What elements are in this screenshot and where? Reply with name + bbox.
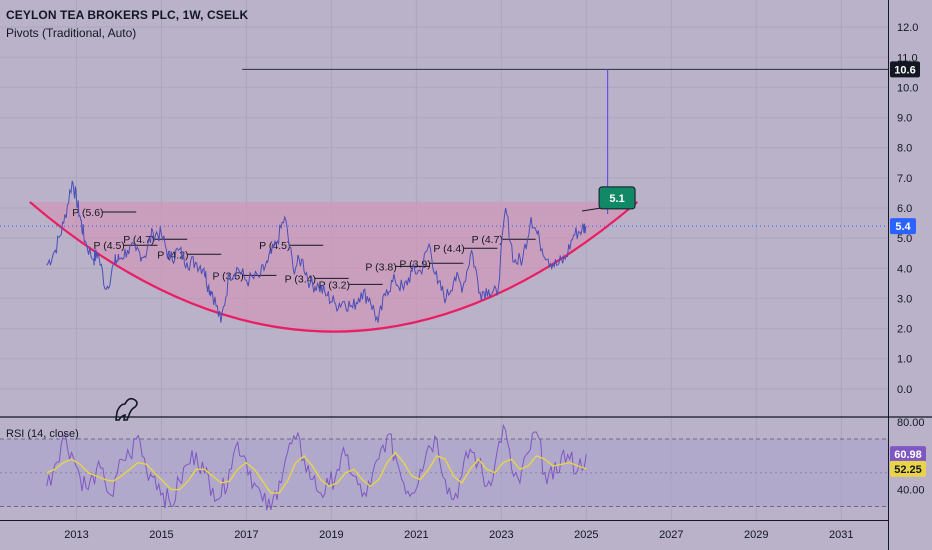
- y-tick-label: 1.0: [897, 354, 912, 366]
- breakout-callout-box: [598, 186, 636, 210]
- y-tick-label: 3.0: [897, 293, 912, 305]
- rsi-value-tag-label: 52.25: [894, 464, 922, 476]
- y-tick-label: 0.0: [897, 384, 912, 396]
- y-tick-label: 4.0: [897, 263, 912, 275]
- last-price-tag-label: 5.4: [895, 221, 911, 233]
- rsi-pane: [0, 416, 932, 511]
- last-price-tag: [890, 218, 916, 235]
- target-price-tag: [890, 61, 920, 78]
- rsi-value-tag-label: 60.98: [894, 449, 922, 461]
- pivot-label: P (4.5): [259, 240, 290, 252]
- x-tick-label: 2027: [659, 529, 683, 541]
- pivots-indicator-label[interactable]: Pivots (Traditional, Auto): [6, 26, 137, 40]
- rsi-tick-label: 80.00: [897, 417, 925, 429]
- pivot-label: P (3.2): [319, 279, 350, 291]
- y-tick-label: 5.0: [897, 233, 912, 245]
- y-tick-label: 11.0: [897, 52, 918, 64]
- target-price-tag-label: 10.6: [894, 64, 915, 76]
- breakout-callout-label: 5.1: [609, 193, 624, 205]
- y-tick-label: 9.0: [897, 113, 912, 125]
- pivot-label: P (3.8): [365, 261, 396, 273]
- price-series-line: [46, 180, 587, 323]
- x-tick-label: 2017: [234, 529, 258, 541]
- x-tick-label: 2013: [64, 529, 88, 541]
- tradingview-logo: [115, 397, 138, 421]
- y-tick-label: 12.0: [897, 22, 918, 34]
- x-tick-label: 2031: [829, 529, 853, 541]
- rsi-tick-label: 40.00: [897, 485, 925, 497]
- x-tick-label: 2025: [574, 529, 598, 541]
- chart-title: CEYLON TEA BROKERS PLC, 1W, CSELK: [6, 8, 249, 22]
- rsi-value-tag: [890, 460, 926, 477]
- x-tick-label: 2021: [404, 529, 428, 541]
- pivot-label: P (4.7): [472, 234, 503, 246]
- rsi-indicator-label[interactable]: RSI (14, close): [6, 428, 79, 440]
- pivot-label: P (5.6): [72, 207, 103, 219]
- y-tick-label: 2.0: [897, 324, 912, 336]
- x-tick-label: 2015: [149, 529, 173, 541]
- pivot-label: P (4.5): [93, 240, 124, 252]
- dino-logo-icon: [115, 397, 138, 421]
- x-tick-label: 2023: [489, 529, 513, 541]
- pivot-label: P (4.7): [123, 234, 154, 246]
- rsi-value-tag: [890, 446, 926, 463]
- cup-shading: [29, 201, 638, 332]
- x-tick-label: 2029: [744, 529, 768, 541]
- y-tick-label: 6.0: [897, 203, 912, 215]
- pivot-label: P (4.2): [157, 249, 188, 261]
- y-tick-label: 10.0: [897, 82, 918, 94]
- rsi-line: [46, 423, 587, 511]
- y-tick-label: 7.0: [897, 173, 912, 185]
- pivot-label: P (3.9): [399, 258, 430, 270]
- callout-pointer: [582, 207, 602, 212]
- pivot-label: P (4.4): [433, 243, 464, 255]
- price-pane: P (5.6)P (4.5)P (4.7)P (4.2)P (3.5)P (4.…: [0, 68, 888, 333]
- y-tick-label: 8.0: [897, 143, 912, 155]
- x-tick-label: 2019: [319, 529, 343, 541]
- rsi-ma-line: [46, 451, 587, 494]
